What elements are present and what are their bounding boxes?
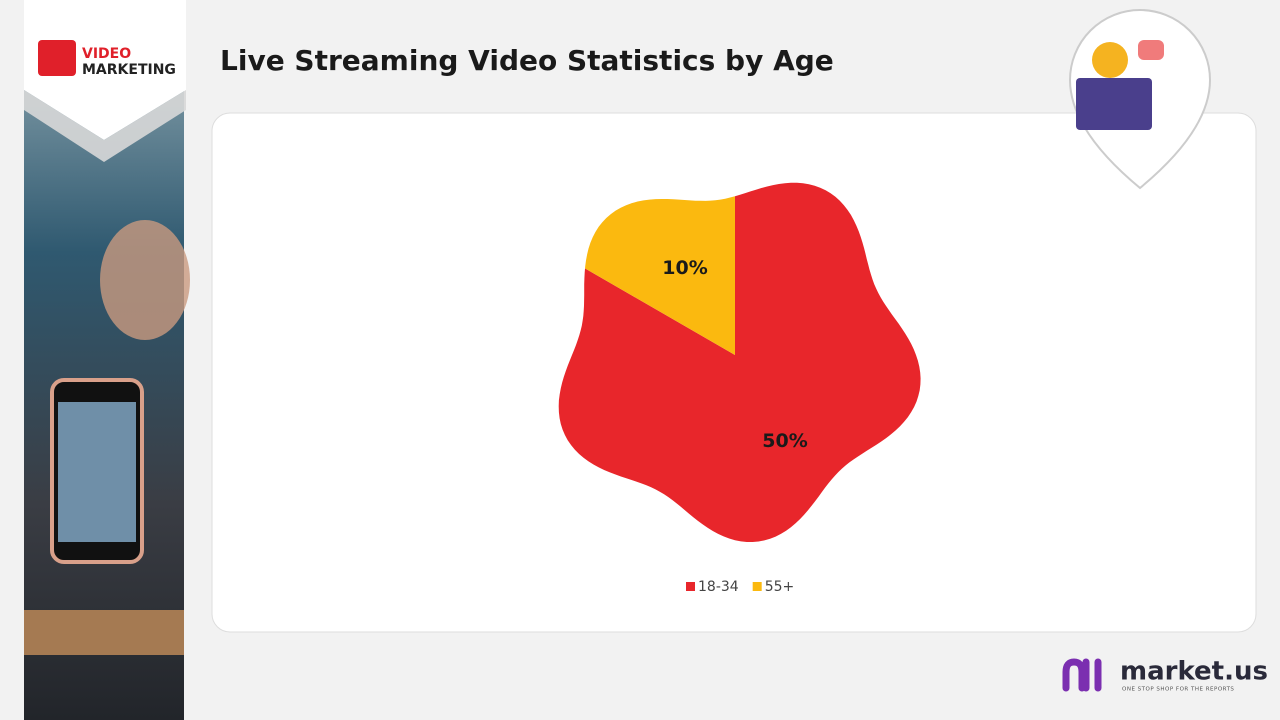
data-label: 10% xyxy=(662,257,707,279)
logo-line2: MARKETING xyxy=(82,62,176,78)
brand-mark xyxy=(1062,658,1102,692)
data-label: 50% xyxy=(762,430,807,452)
brand-tagline: ONE STOP SHOP FOR THE REPORTS xyxy=(1122,687,1234,693)
phone-screen xyxy=(58,402,136,542)
pie-slice xyxy=(558,182,735,355)
clapper-icon xyxy=(38,40,76,76)
legend-label: 55+ xyxy=(765,579,795,595)
reel-icon xyxy=(1092,42,1128,78)
legend-swatch xyxy=(686,582,695,591)
pie-labels: 50% 10% xyxy=(662,257,807,452)
photo-figure xyxy=(100,220,190,340)
legend-label: 18-34 xyxy=(698,579,739,595)
chart-title: Live Streaming Video Statistics by Age xyxy=(220,44,834,77)
logo-badge xyxy=(24,0,186,140)
laptop-icon xyxy=(1076,78,1152,130)
table xyxy=(24,610,184,655)
brand-name: market.us xyxy=(1120,657,1268,687)
logo-badge-shadow xyxy=(24,90,186,162)
speaker-icon xyxy=(1138,40,1164,60)
logo-line1: VIDEO xyxy=(82,46,131,62)
legend-swatch xyxy=(752,582,762,591)
